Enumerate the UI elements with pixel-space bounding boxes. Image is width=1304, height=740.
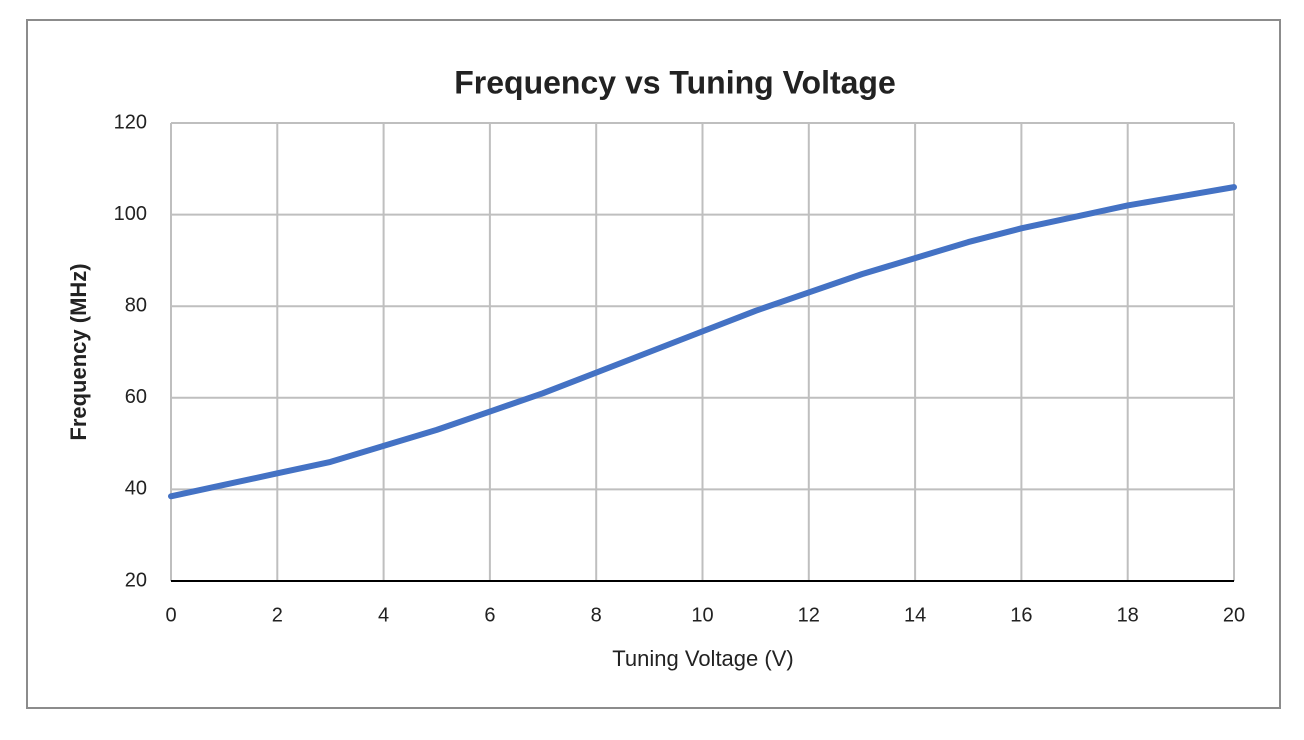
y-tick-label: 60 xyxy=(125,386,147,408)
chart-title: Frequency vs Tuning Voltage xyxy=(454,64,896,100)
x-tick-label: 6 xyxy=(484,604,495,626)
y-tick-label: 120 xyxy=(114,111,147,133)
y-tick-label: 100 xyxy=(114,203,147,225)
x-tick-label: 14 xyxy=(904,604,926,626)
x-tick-label: 4 xyxy=(378,604,389,626)
y-tick-label: 20 xyxy=(125,569,147,591)
y-tick-label: 40 xyxy=(125,478,147,500)
data-line xyxy=(168,184,1237,500)
x-tick-label: 16 xyxy=(1010,604,1032,626)
x-tick-label: 20 xyxy=(1223,604,1245,626)
plot-area: 20 40 60 80 100 120 0 2 4 6 8 10 12 14 16 18 20 xyxy=(114,111,1246,626)
x-tick-label: 8 xyxy=(591,604,602,626)
x-tick-label: 12 xyxy=(798,604,820,626)
chart-border xyxy=(26,19,1281,709)
x-tick-label: 10 xyxy=(691,604,713,626)
x-tick-label: 2 xyxy=(272,604,283,626)
x-tick-label: 0 xyxy=(165,604,176,626)
x-tick-label: 18 xyxy=(1117,604,1139,626)
y-tick-label: 80 xyxy=(125,294,147,316)
x-axis-title: Tuning Voltage (V) xyxy=(612,646,793,671)
y-axis-title: Frequency (MHz) xyxy=(66,263,91,440)
